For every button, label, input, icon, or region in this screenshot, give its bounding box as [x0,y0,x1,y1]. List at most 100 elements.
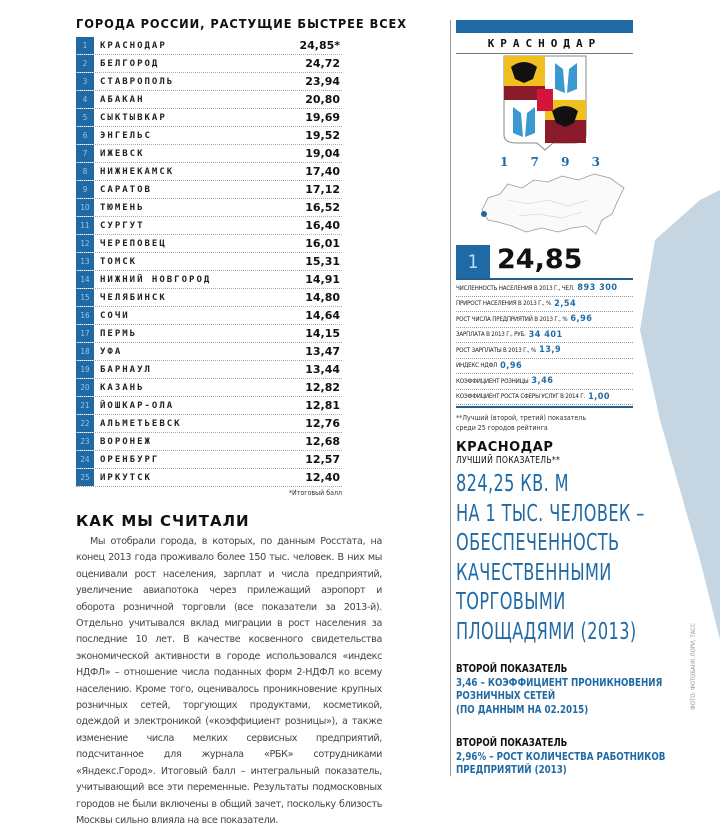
stat-label: КОЭФФИЦИЕНТ РОЗНИЦЫ [456,377,529,385]
rank-number: 23 [76,433,94,450]
city-name: НИЖНИЙ НОВГОРОД [100,274,212,285]
score-value: 19,52 [305,129,340,142]
city-name: БЕЛГОРОД [100,58,160,69]
city-name: БАРНАУЛ [100,364,152,375]
table-row: 20 КАЗАНЬ 12,82 [76,379,342,397]
stat-row: ПРИРОСТ НАСЕЛЕНИЯ В 2013 Г., % 2,54 [456,297,633,312]
second-indicator-text: 2,96% – РОСТ КОЛИЧЕСТВА РАБОТНИКОВ ПРЕДП… [456,749,666,777]
stat-value: 6,96 [570,314,593,325]
city-name: ТЮМЕНЬ [100,202,145,213]
rank-number: 9 [76,181,94,198]
score-value: 12,40 [305,471,340,484]
rank-number: 17 [76,325,94,342]
best-indicator-text: 824,25 КВ. М НА 1 ТЫС. ЧЕЛОВЕК – ОБЕСПЕЧ… [456,471,645,645]
city-name: УФА [100,346,123,357]
year-digit: 3 [591,155,600,169]
divider [456,278,633,280]
city-name: СЫКТЫВКАР [100,112,167,123]
score-value: 24,85* [299,39,340,52]
background-photo-shape [640,190,720,640]
ranking-footnote: *Итоговый балл [288,489,342,497]
photo-credit: ФОТО: ФОТОБАНК ЛОРИ, ТАСС [690,623,697,710]
score-value: 13,47 [305,345,340,358]
score-value: 17,12 [305,183,340,196]
table-row: 10 ТЮМЕНЬ 16,52 [76,199,342,217]
table-row: 1 КРАСНОДАР 24,85* [76,37,342,55]
stat-value: 13,9 [539,345,562,356]
city-name: ЙОШКАР-ОЛА [100,400,175,411]
table-row: 24 ОРЕНБУРГ 12,57 [76,451,342,469]
score-value: 16,52 [305,201,340,214]
city-name: ИЖЕВСК [100,148,145,159]
second-indicator-label: ВТОРОЙ ПОКАЗАТЕЛЬ [456,736,568,749]
profile-city-title: КРАСНОДАР [487,37,602,50]
table-row: 15 ЧЕЛЯБИНСК 14,80 [76,289,342,307]
total-score: 24,85 [497,244,583,275]
score-value: 17,40 [305,165,340,178]
score-value: 14,64 [305,309,340,322]
rank-number: 24 [76,451,94,468]
stat-label: РОСТ ЧИСЛА ПРЕДПРИЯТИЙ В 2013 Г., % [456,315,568,323]
stat-row: КОЭФФИЦИЕНТ РОСТА СФЕРЫ УСЛУГ В 2014 Г. 1… [456,390,633,405]
table-row: 3 СТАВРОПОЛЬ 23,94 [76,73,342,91]
stat-value: 0,96 [500,360,523,371]
stats-list: ЧИСЛЕННОСТЬ НАСЕЛЕНИЯ В 2013 Г., ЧЕЛ. 893… [456,281,633,405]
table-row: 23 ВОРОНЕЖ 12,68 [76,433,342,451]
rank-number: 5 [76,109,94,126]
score-value: 12,57 [305,453,340,466]
table-row: 7 ИЖЕВСК 19,04 [76,145,342,163]
score-value: 15,31 [305,255,340,268]
rank-number: 22 [76,415,94,432]
year-digit: 7 [530,155,539,169]
rank-number: 16 [76,307,94,324]
table-row: 14 НИЖНИЙ НОВГОРОД 14,91 [76,271,342,289]
score-value: 12,81 [305,399,340,412]
score-value: 13,44 [305,363,340,376]
coat-of-arms-icon [503,55,587,151]
second-indicator-text: 3,46 – КОЭФФИЦИЕНТ ПРОНИКНОВЕНИЯ РОЗНИЧН… [456,675,663,716]
table-row: 5 СЫКТЫВКАР 19,69 [76,109,342,127]
city-name: ПЕРМЬ [100,328,138,339]
rank-number: 18 [76,343,94,360]
stat-label: ЗАРПЛАТА В 2013 Г., РУБ. [456,331,526,339]
city-name: КРАСНОДАР [100,40,167,51]
stat-label: ИНДЕКС НДФЛ [456,362,498,370]
stat-label: КОЭФФИЦИЕНТ РОСТА СФЕРЫ УСЛУГ В 2014 Г. [456,393,586,401]
score-value: 12,68 [305,435,340,448]
city-name: СТАВРОПОЛЬ [100,76,175,87]
second-indicator: ВТОРОЙ ПОКАЗАТЕЛЬ 2,96% – РОСТ КОЛИЧЕСТВ… [456,736,685,777]
score-value: 14,15 [305,327,340,340]
russia-map-icon [481,173,625,235]
table-row: 16 СОЧИ 14,64 [76,307,342,325]
ranking-table: 1 КРАСНОДАР 24,85* 2 БЕЛГОРОД 24,72 3 СТАВРОПОЛ… [76,37,342,487]
rank-number: 8 [76,163,94,180]
table-row: 6 ЭНГЕЛЬС 19,52 [76,127,342,145]
score-value: 20,80 [305,93,340,106]
stat-row: ИНДЕКС НДФЛ 0,96 [456,359,633,374]
table-row: 21 ЙОШКАР-ОЛА 12,81 [76,397,342,415]
city-name: КАЗАНЬ [100,382,145,393]
score-value: 14,91 [305,273,340,286]
rank-number: 4 [76,91,94,108]
year-digit: 9 [561,155,570,169]
stat-row: РОСТ ЧИСЛА ПРЕДПРИЯТИЙ В 2013 Г., % 6,96 [456,312,633,328]
stat-value: 1,00 [588,391,611,402]
table-row: 8 НИЖНЕКАМСК 17,40 [76,163,342,181]
score-value: 14,80 [305,291,340,304]
footnote-line: **Лучший (второй, третий) показатель [456,414,587,422]
rank-number: 19 [76,361,94,378]
table-row: 11 СУРГУТ 16,40 [76,217,342,235]
rank-number: 15 [76,289,94,306]
table-row: 19 БАРНАУЛ 13,44 [76,361,342,379]
city-name: САРАТОВ [100,184,152,195]
stat-value: 893 300 [577,283,618,294]
rank-number: 11 [76,217,94,234]
score-value: 12,76 [305,417,340,430]
score-value: 16,40 [305,219,340,232]
city-name: ВОРОНЕЖ [100,436,152,447]
stat-label: ЧИСЛЕННОСТЬ НАСЕЛЕНИЯ В 2013 Г., ЧЕЛ. [456,284,575,292]
city-name: АБАКАН [100,94,145,105]
stat-label: РОСТ ЗАРПЛАТЫ В 2013 Г., % [456,346,537,354]
score-value: 12,82 [305,381,340,394]
